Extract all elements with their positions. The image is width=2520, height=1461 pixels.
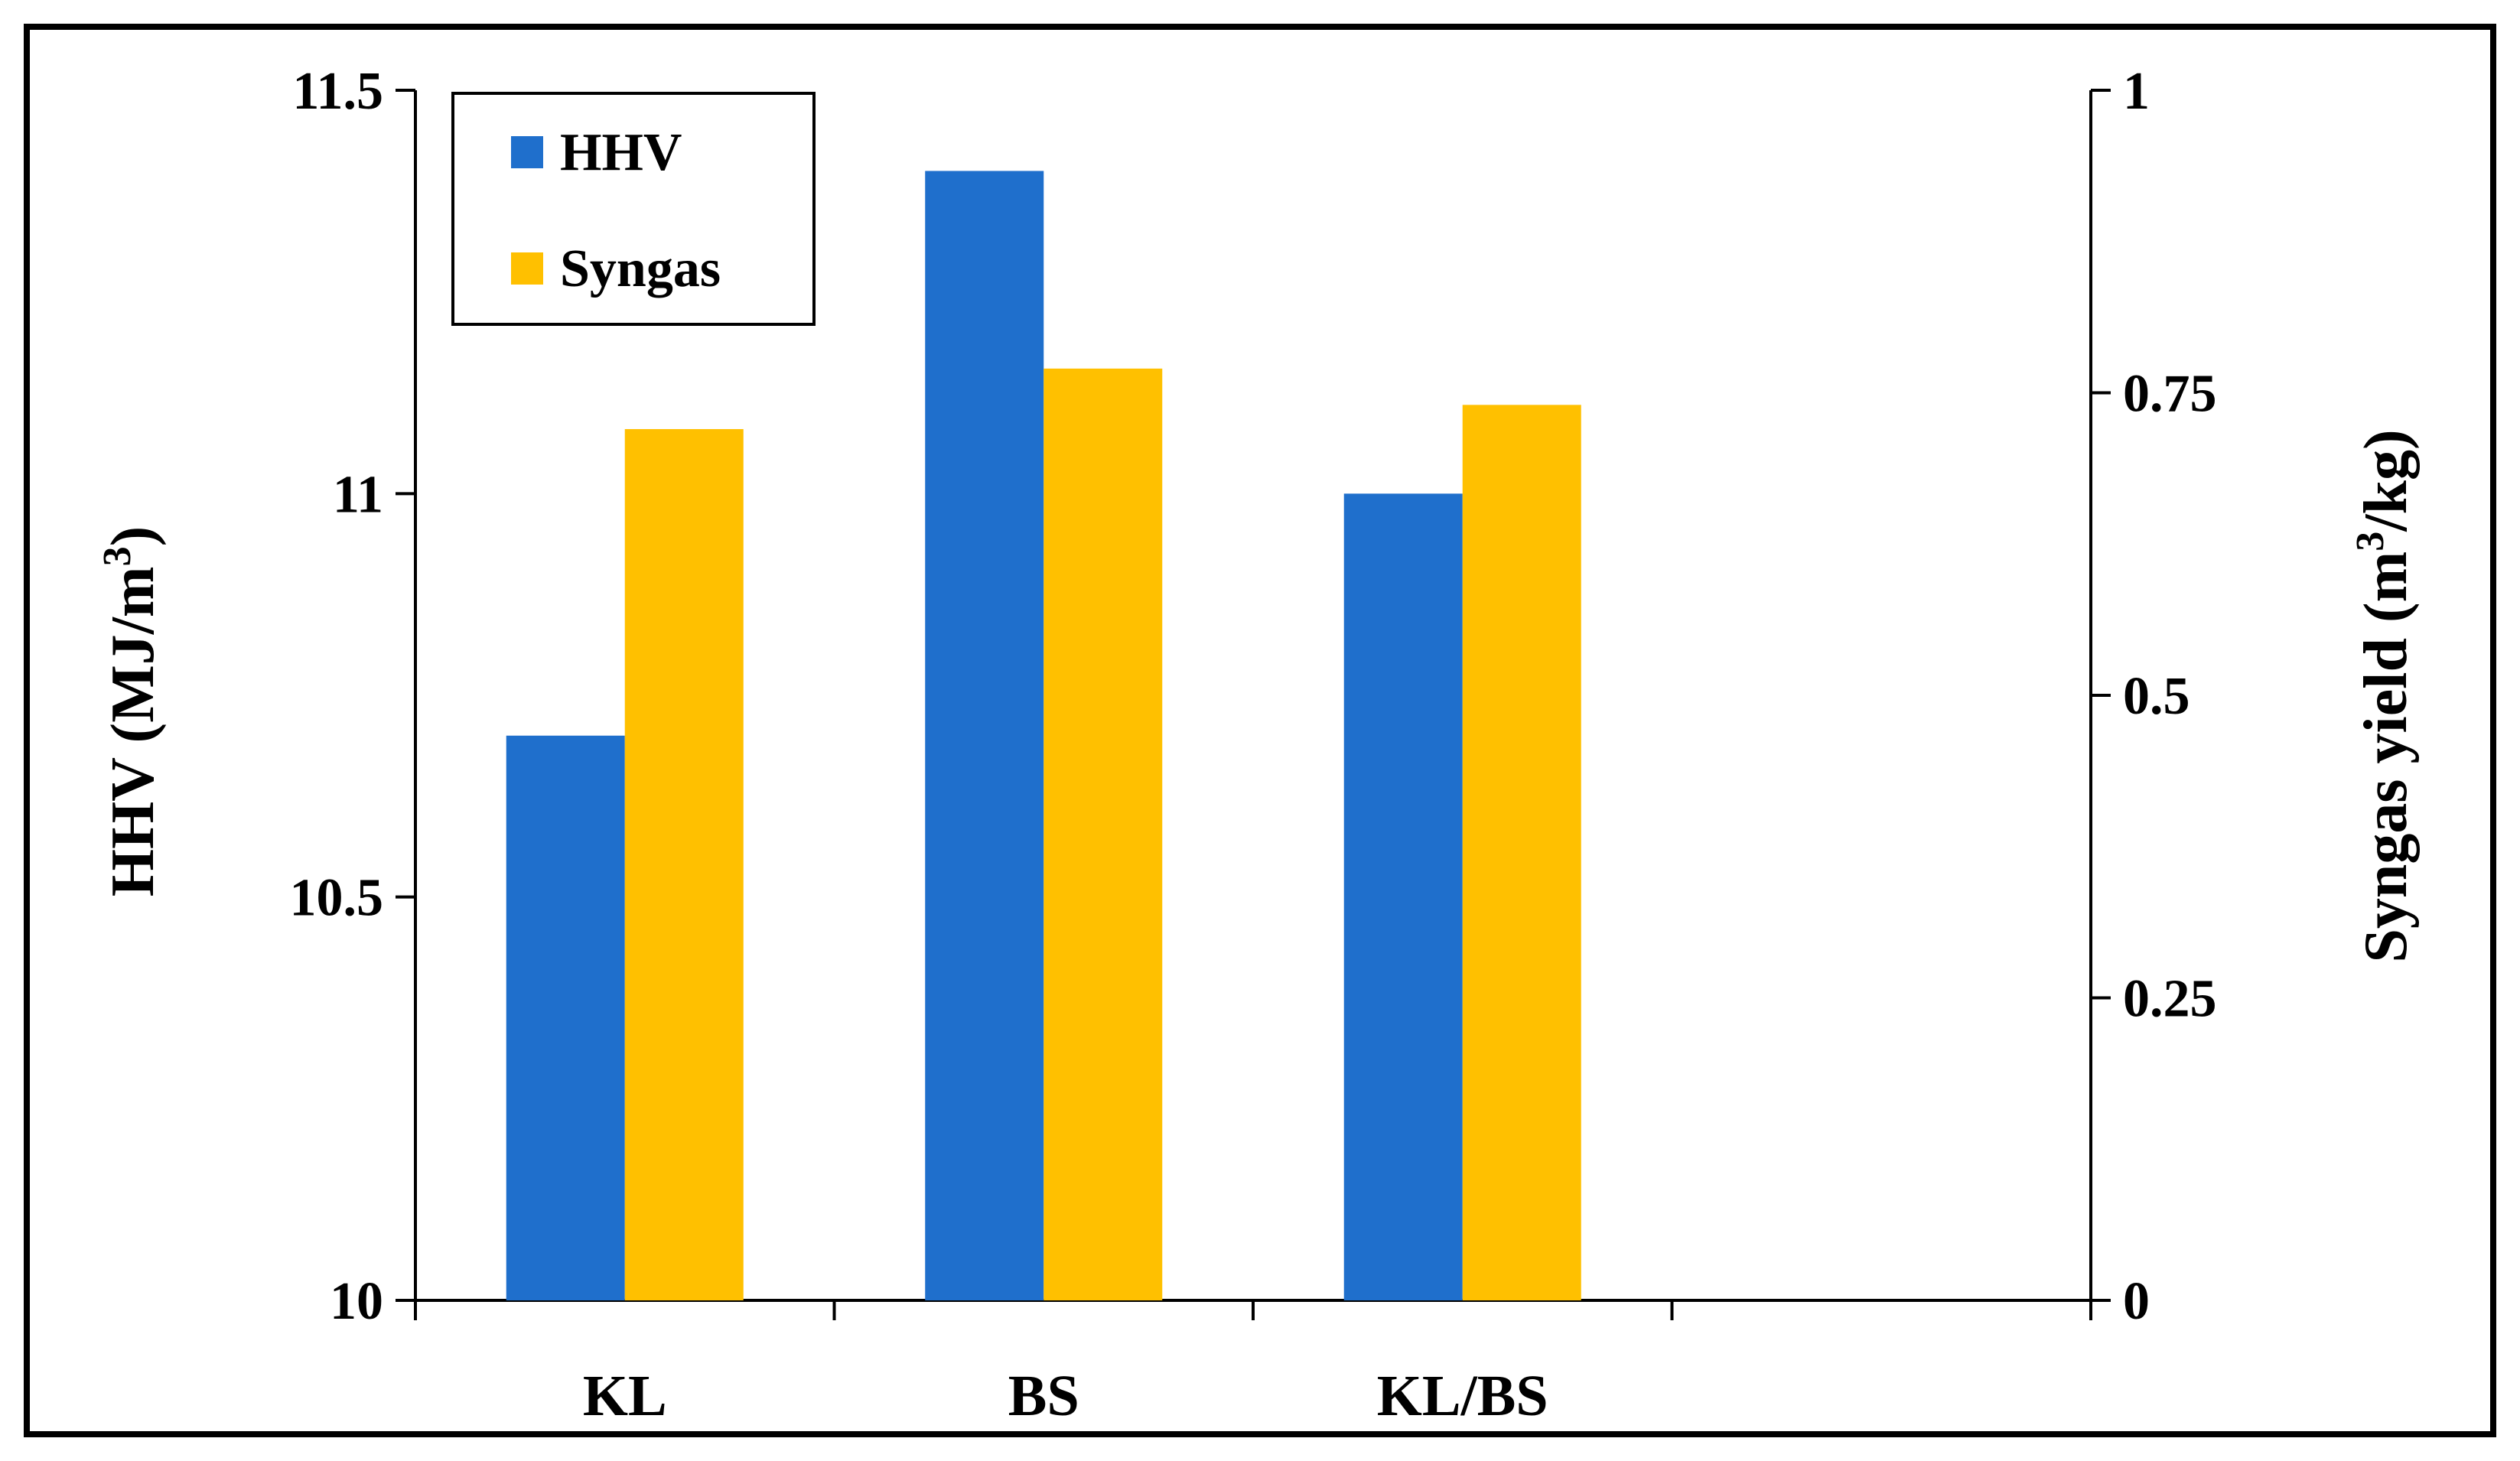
x-tick-label: KL bbox=[583, 1364, 667, 1428]
chart-border bbox=[24, 24, 2496, 1437]
legend-label-syngas: Syngas bbox=[560, 239, 721, 298]
y-left-title-sup: 3 bbox=[96, 546, 139, 566]
legend-label-hhv: HHV bbox=[560, 123, 682, 182]
y-right-title-sup: 3 bbox=[2349, 532, 2392, 552]
y-right-tick-label: 0.25 bbox=[2123, 970, 2217, 1029]
y-right-title-end: /kg) bbox=[2352, 429, 2420, 532]
y-left-tick-label: 10.5 bbox=[290, 869, 384, 928]
x-tick-label: BS bbox=[1008, 1364, 1079, 1428]
x-tick-label: KL/BS bbox=[1377, 1364, 1548, 1428]
y-left-tick-label: 11.5 bbox=[292, 62, 383, 121]
y-left-tick-label: 10 bbox=[330, 1272, 383, 1331]
y-right-tick-label: 1 bbox=[2123, 62, 2150, 121]
legend-swatch-hhv bbox=[511, 136, 543, 168]
legend: HHV Syngas bbox=[451, 92, 816, 326]
bar-hhv-bs bbox=[925, 171, 1044, 1300]
y-right-title-main: Syngas yield (m bbox=[2352, 552, 2420, 963]
y-left-title-main: HHV (MJ/m bbox=[99, 566, 167, 896]
y-right-tick-label: 0.5 bbox=[2123, 667, 2190, 726]
bar-hhv-kl bbox=[506, 735, 625, 1300]
bars bbox=[506, 171, 1581, 1301]
y-left-title-end: ) bbox=[99, 526, 167, 547]
legend-box bbox=[451, 92, 816, 326]
bar-syngas-kl bbox=[624, 428, 744, 1301]
y-left-axis-title: HHV (MJ/m3) bbox=[96, 526, 167, 896]
legend-swatch-syngas bbox=[511, 252, 543, 285]
bar-syngas-bs bbox=[1043, 368, 1163, 1300]
bar-syngas-kl-bs bbox=[1462, 405, 1581, 1300]
y-left-tick-label: 11 bbox=[333, 465, 383, 524]
y-right-tick-label: 0.75 bbox=[2123, 365, 2217, 424]
bar-hhv-kl-bs bbox=[1343, 493, 1463, 1301]
y-right-axis-title: Syngas yield (m3/kg) bbox=[2349, 429, 2420, 962]
y-right-tick-label: 0 bbox=[2123, 1272, 2150, 1331]
ticks: 10 10.5 11 11.5 0 0.25 0.5 0.75 1 KL BS KL/BS bbox=[290, 62, 2217, 1428]
